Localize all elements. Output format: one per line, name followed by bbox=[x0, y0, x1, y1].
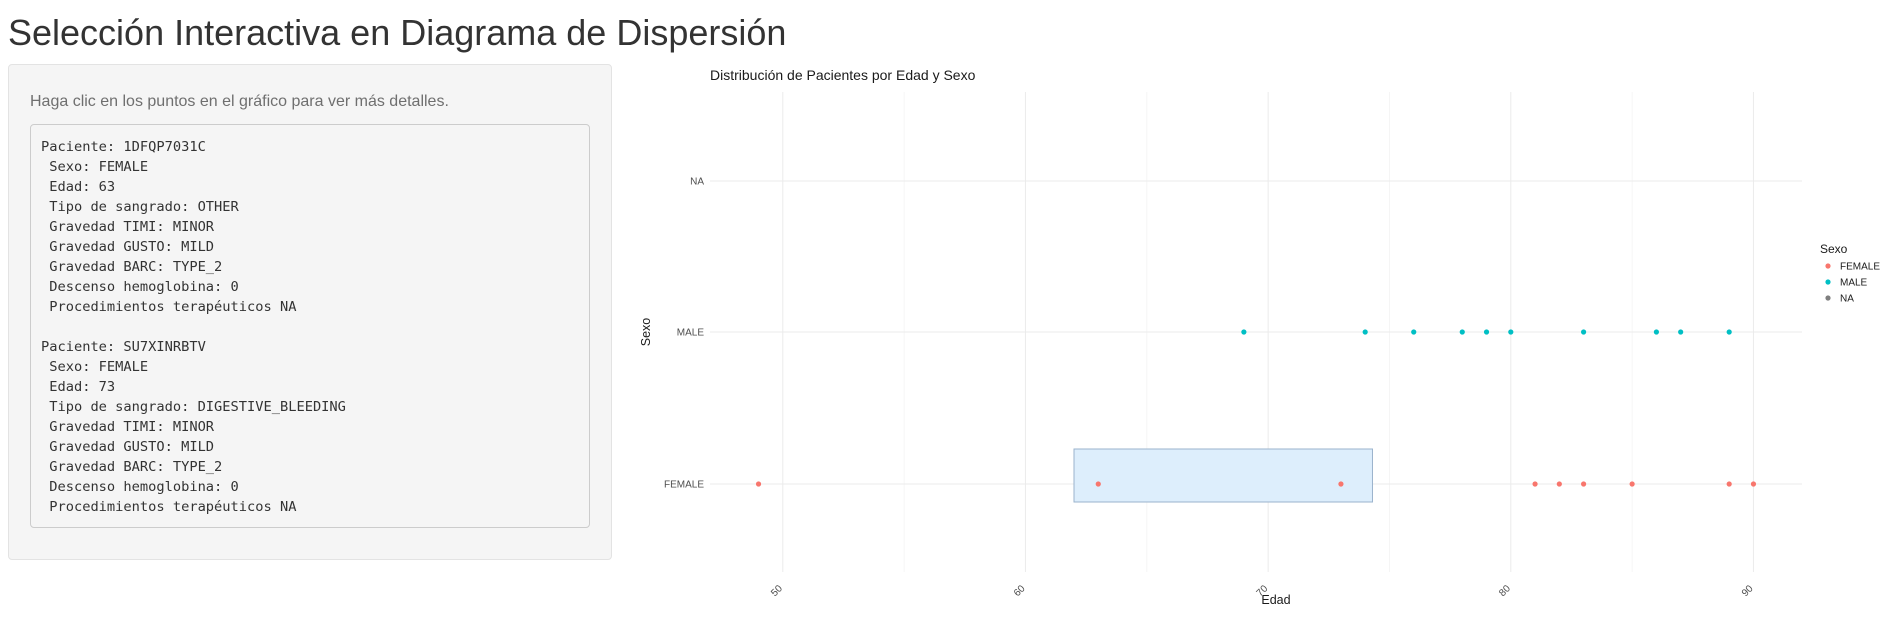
scatter-plot[interactable]: Distribución de Pacientes por Edad y Sex… bbox=[640, 62, 1894, 624]
data-point-male bbox=[1362, 329, 1368, 335]
details-line: Edad: 63 bbox=[41, 179, 116, 195]
data-point-male bbox=[1483, 329, 1490, 335]
legend-key-female bbox=[1825, 263, 1831, 269]
details-line: Gravedad BARC: TYPE_2 bbox=[41, 259, 223, 275]
x-tick-label: 60 bbox=[1012, 583, 1028, 599]
data-point-male bbox=[1459, 329, 1465, 335]
details-line: Paciente: 1DFQP7031C bbox=[41, 139, 206, 155]
details-line: Tipo de sangrado: OTHER bbox=[41, 199, 239, 215]
data-point-male bbox=[1653, 329, 1659, 335]
details-line bbox=[41, 317, 579, 337]
x-tick-label: 80 bbox=[1497, 583, 1513, 599]
y-tick-label: MALE bbox=[677, 328, 705, 339]
data-point-female bbox=[755, 481, 762, 487]
instructions-text: Haga clic en los puntos en el gráfico pa… bbox=[30, 93, 449, 110]
details-line: Edad: 73 bbox=[41, 379, 116, 395]
details-line: Gravedad GUSTO: MILD bbox=[41, 439, 215, 455]
legend-label: MALE bbox=[1840, 278, 1868, 289]
legend-key-na bbox=[1825, 295, 1831, 301]
x-axis-title: Edad bbox=[1261, 593, 1290, 607]
details-line: Gravedad BARC: TYPE_2 bbox=[41, 459, 223, 475]
data-point-female bbox=[1556, 481, 1562, 487]
data-point-male bbox=[1508, 329, 1514, 335]
data-point-female bbox=[1629, 481, 1635, 487]
data-point-female bbox=[1726, 481, 1732, 487]
details-line: Tipo de sangrado: DIGESTIVE_BLEEDING bbox=[41, 399, 346, 415]
details-line: Gravedad GUSTO: MILD bbox=[41, 239, 215, 255]
y-tick-label: NA bbox=[690, 177, 704, 188]
details-line: Procedimientos terapéuticos NA bbox=[41, 299, 297, 315]
legend-key-male bbox=[1825, 279, 1831, 285]
data-point-female bbox=[1581, 481, 1587, 487]
details-line: Descenso hemoglobina: 0 bbox=[41, 279, 239, 295]
legend-label: NA bbox=[1840, 294, 1854, 305]
details-line: Gravedad TIMI: MINOR bbox=[41, 419, 215, 435]
patient-details-output: Paciente: 1DFQP7031C Sexo: FEMALE Edad: … bbox=[30, 124, 590, 528]
data-point-male bbox=[1411, 329, 1417, 335]
data-point-male bbox=[1678, 329, 1684, 335]
details-line: Sexo: FEMALE bbox=[41, 359, 149, 375]
data-point-male bbox=[1726, 329, 1732, 335]
data-point-female bbox=[1095, 481, 1101, 487]
chart-title: Distribución de Pacientes por Edad y Sex… bbox=[710, 67, 976, 83]
data-point-female bbox=[1532, 481, 1538, 487]
legend-title: Sexo bbox=[1820, 242, 1848, 256]
legend-label: FEMALE bbox=[1840, 262, 1880, 273]
details-line: Descenso hemoglobina: 0 bbox=[41, 479, 239, 495]
sidebar-panel: Haga clic en los puntos en el gráfico pa… bbox=[8, 64, 612, 560]
details-line: Paciente: SU7XINRBTV bbox=[41, 339, 206, 355]
y-axis-title: Sexo bbox=[640, 318, 653, 347]
scatter-plot-canvas[interactable]: Distribución de Pacientes por Edad y Sex… bbox=[640, 62, 1894, 624]
x-tick-label: 90 bbox=[1740, 583, 1756, 599]
page-title: Selección Interactiva en Diagrama de Dis… bbox=[8, 12, 787, 53]
details-line: Gravedad TIMI: MINOR bbox=[41, 219, 215, 235]
x-tick-label: 50 bbox=[769, 583, 785, 599]
data-point-male bbox=[1241, 329, 1247, 335]
data-point-female bbox=[1338, 481, 1344, 487]
details-line: Procedimientos terapéuticos NA bbox=[41, 499, 297, 515]
selection-brush bbox=[1073, 448, 1373, 503]
details-line: Sexo: FEMALE bbox=[41, 159, 149, 175]
y-tick-label: FEMALE bbox=[664, 480, 704, 491]
data-point-female bbox=[1750, 481, 1757, 487]
data-point-male bbox=[1581, 329, 1587, 335]
